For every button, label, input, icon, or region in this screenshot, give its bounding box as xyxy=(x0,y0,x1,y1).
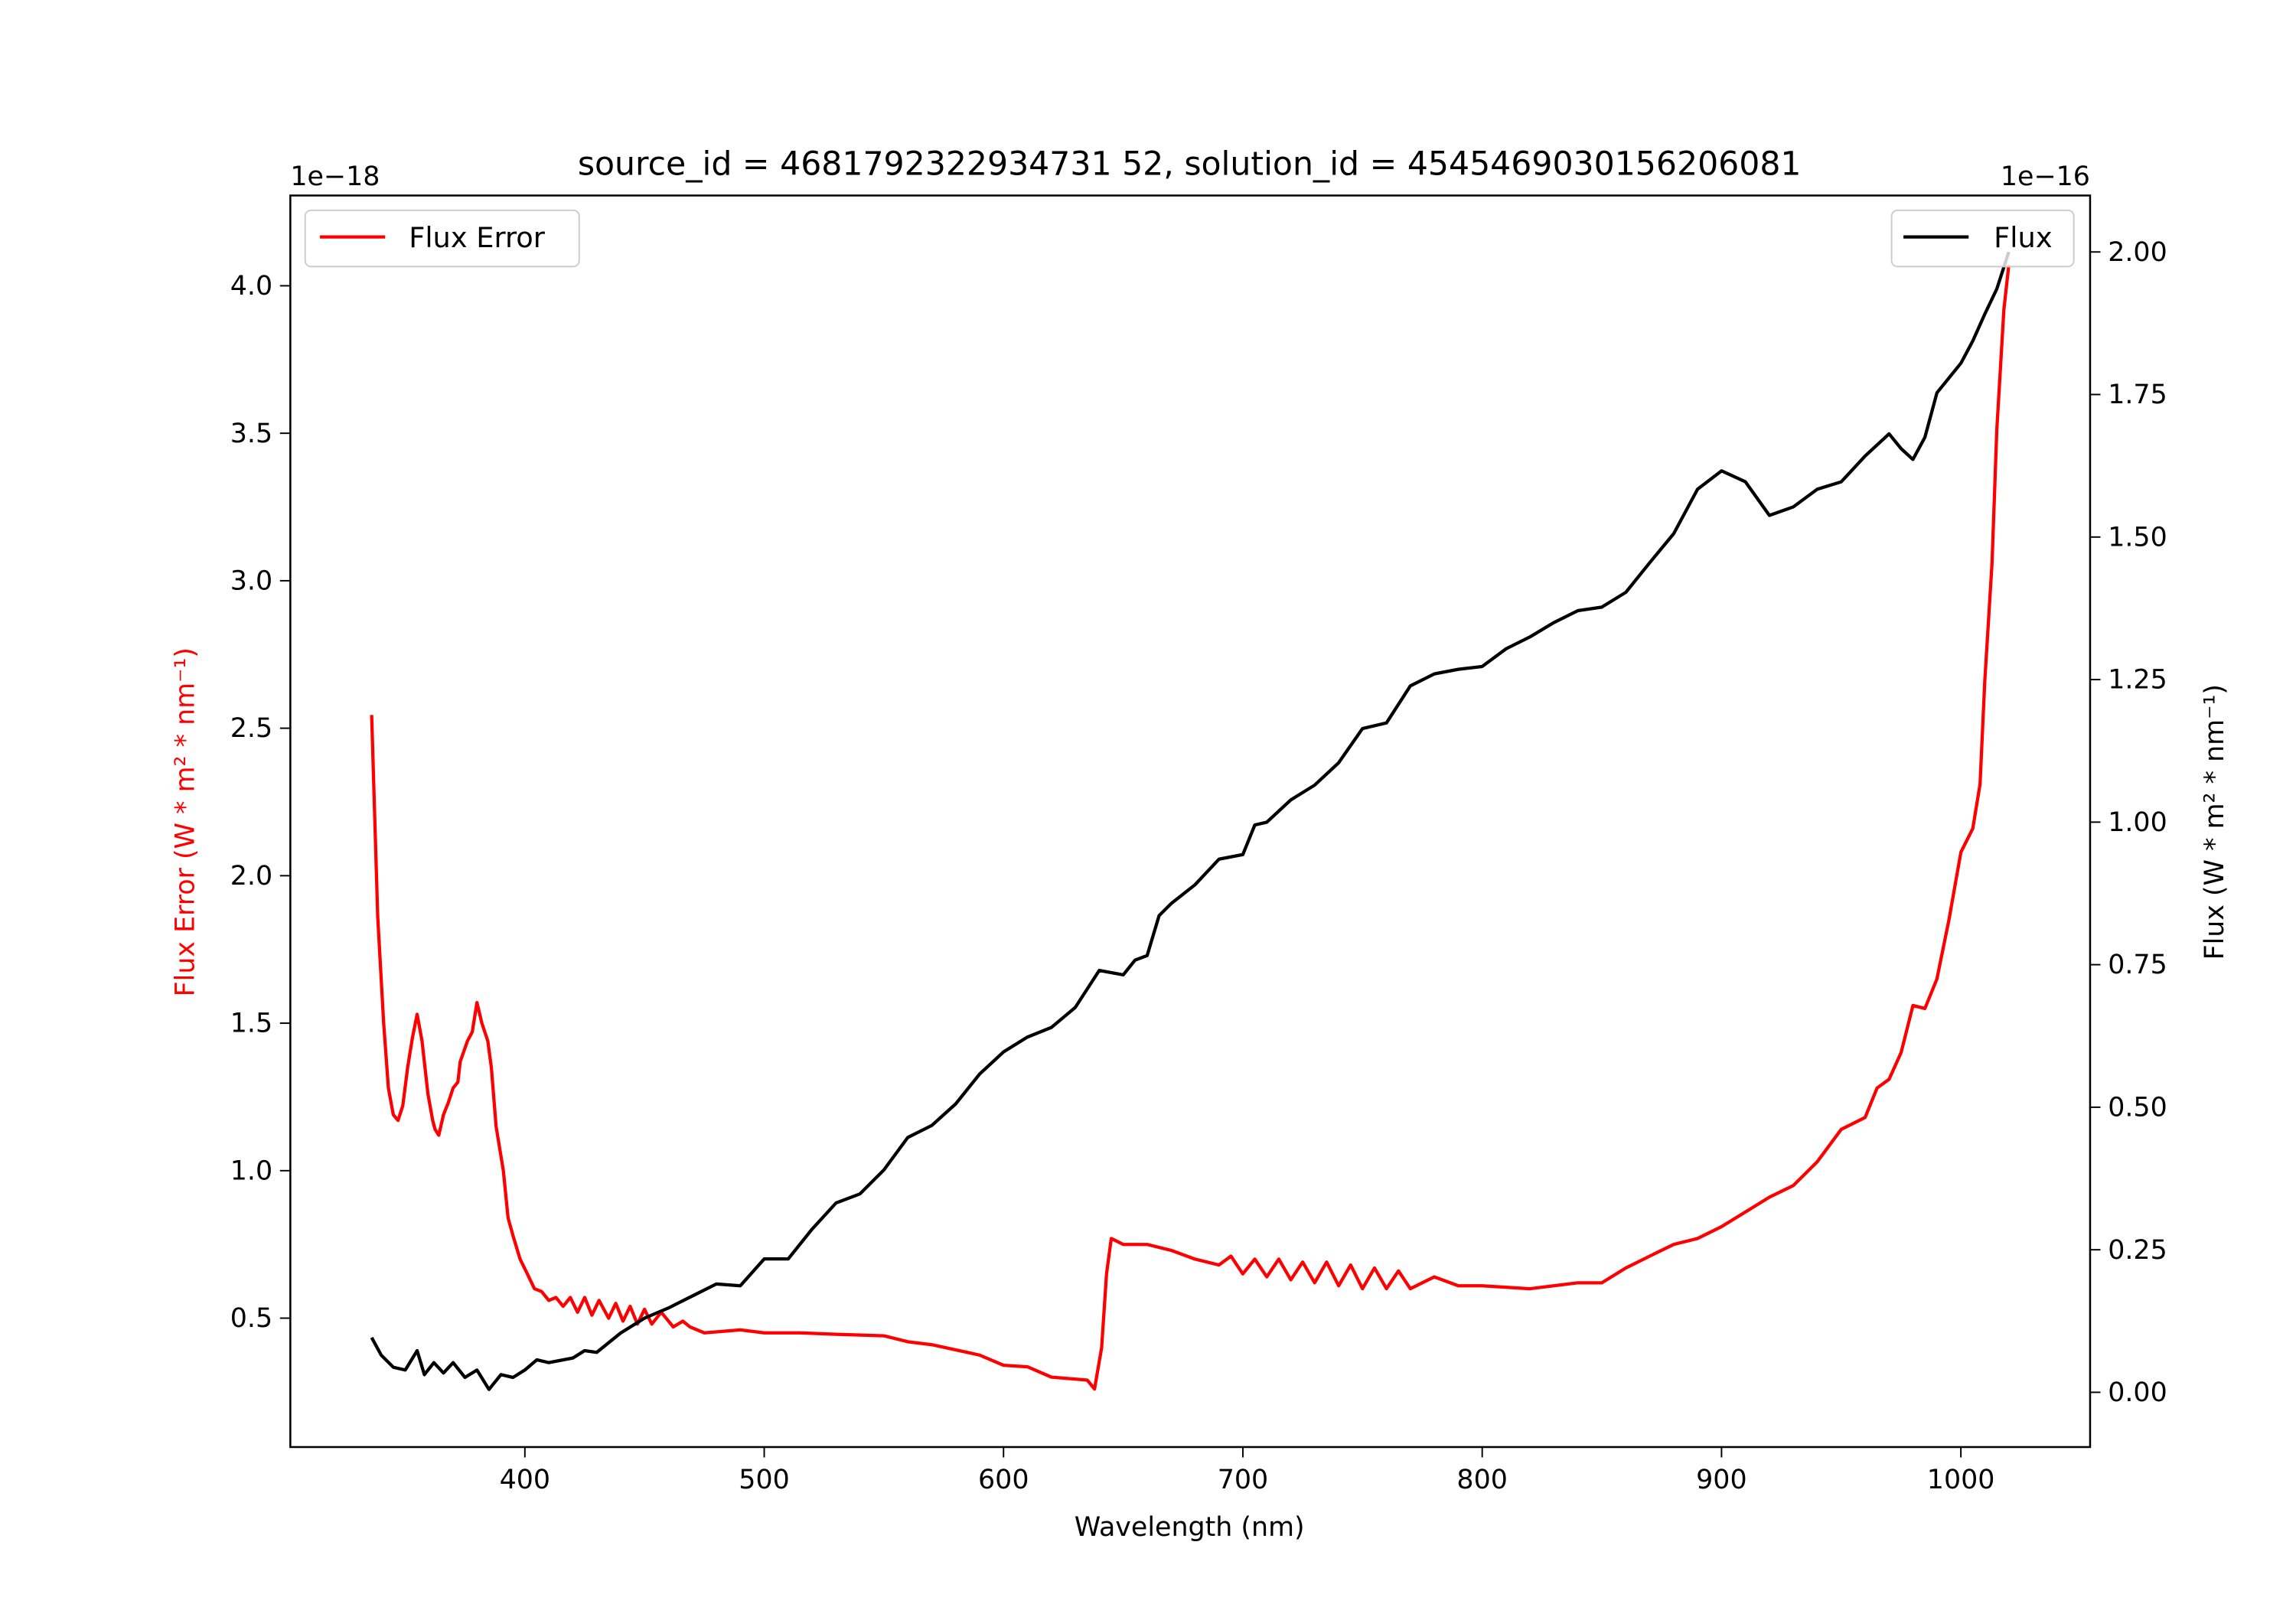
legend-flux: Flux xyxy=(1890,209,2075,268)
chart-title: source_id = 4681792322934731 52, solutio… xyxy=(578,145,1802,183)
left-y-tick-label: 2.0 xyxy=(230,861,272,892)
left-y-tick-label: 1.0 xyxy=(230,1156,272,1186)
data-lines xyxy=(370,251,2011,1391)
left-y-tick-label: 0.5 xyxy=(230,1303,272,1334)
x-axis-label: Wavelength (nm) xyxy=(1075,1512,1305,1543)
left-y-tick-label: 2.5 xyxy=(230,713,272,744)
left-y-tick-label: 3.5 xyxy=(230,419,272,449)
x-tick-label: 700 xyxy=(1218,1465,1268,1495)
left-y-axis-label: Flux Error (W * m² * nm⁻¹) xyxy=(171,647,201,996)
right-y-tick-label: 1.25 xyxy=(2108,665,2167,696)
right-y-tick-label: 0.75 xyxy=(2108,950,2167,980)
series-line-flux xyxy=(370,251,2011,1391)
right-y-tick-label: 1.50 xyxy=(2108,522,2167,553)
x-tick-label: 800 xyxy=(1456,1465,1507,1495)
right-y-tick-label: 0.25 xyxy=(2108,1235,2167,1266)
right-y-tick-label: 2.00 xyxy=(2108,237,2167,268)
left-offset-label: 1e−18 xyxy=(290,161,380,192)
left-y-tick-label: 3.0 xyxy=(230,566,272,597)
series-line-flux-error xyxy=(370,265,2011,1391)
right-y-tick-label: 1.00 xyxy=(2108,807,2167,838)
x-tick-label: 400 xyxy=(500,1465,550,1495)
right-y-tick-label: 0.00 xyxy=(2108,1377,2167,1408)
legend-flux-label: Flux xyxy=(1994,221,2052,254)
right-y-tick-label: 1.75 xyxy=(2108,380,2167,410)
x-tick-label: 600 xyxy=(978,1465,1029,1495)
x-tick-label: 900 xyxy=(1696,1465,1746,1495)
plot-frame xyxy=(289,194,2092,1449)
ticks: 400 500 600 700 800 900 1000 0.5 1.0 1.5 2.0 2.5 3.0… xyxy=(230,237,2167,1495)
left-y-tick-label: 1.5 xyxy=(230,1009,272,1039)
x-tick-label: 500 xyxy=(739,1465,789,1495)
right-y-axis-label: Flux (W * m² * nm⁻¹) xyxy=(2200,684,2230,960)
right-y-tick-label: 0.50 xyxy=(2108,1093,2167,1123)
legend-flux-error: Flux Error xyxy=(304,209,580,268)
x-tick-label: 1000 xyxy=(1927,1465,1995,1495)
right-offset-label: 1e−16 xyxy=(2001,161,2090,192)
legend-flux-error-label: Flux Error xyxy=(409,221,546,254)
left-y-tick-label: 4.0 xyxy=(230,271,272,302)
